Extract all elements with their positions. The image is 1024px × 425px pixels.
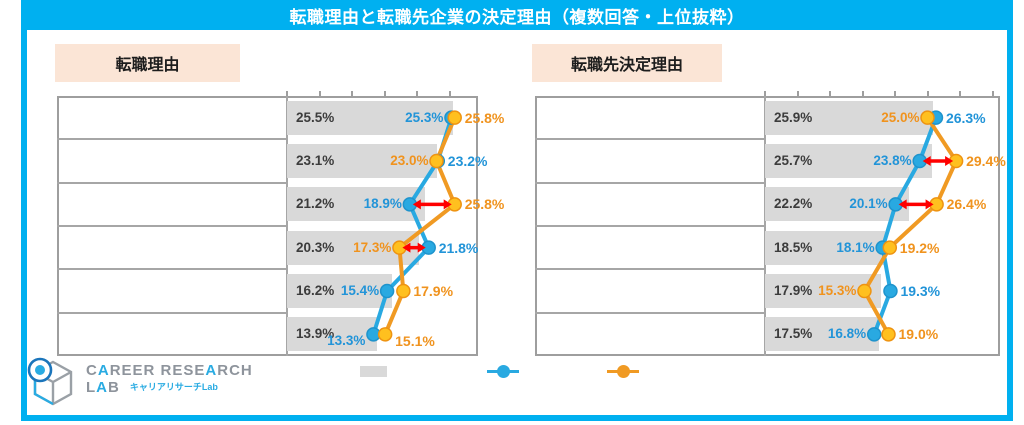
row-grid-line: [535, 181, 765, 184]
row-grid-line: [57, 311, 287, 314]
axis-tick: [351, 91, 353, 96]
blue-value-label: 19.3%: [900, 283, 941, 299]
axis-tick: [991, 91, 994, 96]
overall-value-label: 22.2%: [774, 196, 813, 212]
overall-value-label: 17.9%: [774, 283, 813, 298]
overall-value-label: 17.5%: [774, 326, 813, 342]
row-grid-line: [535, 268, 765, 271]
logo-line2: LAB: [86, 379, 120, 396]
right-panel-title: 転職先決定理由: [570, 57, 683, 74]
overall-bar: [287, 317, 378, 352]
overall-value-label: 21.2%: [296, 196, 335, 212]
overall-value-label: 25.9%: [774, 109, 813, 125]
orange-value-label: 29.4%: [966, 153, 1006, 169]
left-panel-title: 転職理由: [115, 57, 180, 74]
logo-line1: CAREER RESEARCH: [86, 362, 253, 379]
axis-tick: [416, 91, 418, 96]
row-grid-line: [57, 181, 287, 184]
overall-bar-swatch: [360, 366, 387, 377]
logo-wordmark: CAREER RESEARCH LAB キャリアリサーチLab: [86, 362, 253, 397]
logo-subtitle: キャリアリサーチLab: [129, 382, 218, 392]
blue-value-label: 20.1%: [849, 196, 888, 212]
row-grid-line: [57, 225, 287, 227]
orange-value-label: 25.8%: [464, 109, 505, 126]
axis-tick: [861, 91, 864, 96]
cube-pin-logo-icon: [27, 357, 73, 406]
orange-value-label: 17.9%: [413, 283, 454, 299]
blue-value-label: 25.3%: [405, 109, 444, 125]
blue-series-swatch-dot: [497, 365, 510, 378]
overall-value-label: 13.9%: [296, 326, 335, 342]
title-bar: 転職理由と転職先企業の決定理由（複数回答・上位抜粋）: [21, 0, 1013, 30]
axis-tick: [894, 91, 896, 96]
blue-value-label: 23.2%: [447, 153, 488, 169]
right-panel-header: 転職先決定理由: [532, 44, 722, 82]
axis-tick: [318, 91, 321, 96]
overall-value-label: 20.3%: [296, 239, 335, 255]
orange-marker: [882, 240, 898, 255]
blue-marker: [421, 240, 436, 255]
orange-marker: [377, 327, 393, 342]
row-grid-line: [57, 268, 287, 271]
orange-value-label: 26.4%: [946, 196, 987, 213]
page-title: 転職理由と転職先企業の決定理由（複数回答・上位抜粋）: [289, 7, 745, 27]
blue-value-label: 16.8%: [827, 326, 867, 342]
row-grid-line: [535, 311, 765, 314]
orange-value-label: 15.3%: [818, 283, 857, 298]
overall-value-label: 25.7%: [774, 153, 813, 168]
axis-tick: [796, 91, 799, 96]
orange-series-swatch-dot: [617, 365, 630, 378]
orange-marker: [881, 327, 896, 342]
row-grid-line: [57, 138, 287, 141]
overall-value-label: 16.2%: [296, 283, 335, 298]
row-grid-line: [535, 138, 765, 141]
orange-value-label: 19.0%: [898, 326, 939, 343]
axis-tick: [448, 91, 451, 96]
overall-value-label: 25.5%: [296, 109, 335, 125]
blue-marker: [883, 283, 898, 299]
blue-value-label: 26.3%: [945, 109, 986, 126]
blue-value-label: 15.4%: [340, 283, 380, 298]
chart-plot-area-right: 25.9% 25.0% 26.3% 25.7% 23.8% 29.4% 22.2% 20.1%…: [535, 96, 1006, 356]
label-column-divider: [764, 96, 766, 356]
blue-value-label: 23.8%: [873, 153, 912, 168]
orange-value-label: 23.0%: [390, 153, 429, 168]
orange-value-label: 25.8%: [464, 196, 505, 213]
label-column-divider: [286, 96, 288, 356]
axis-tick: [926, 91, 929, 96]
row-grid-line: [535, 225, 765, 227]
orange-marker: [948, 153, 964, 169]
left-panel-header: 転職理由: [55, 44, 240, 82]
career-research-lab-logo: CAREER RESEARCH LAB キャリアリサーチLab: [26, 354, 276, 418]
blue-value-label: 18.1%: [836, 239, 875, 255]
overall-bar: [765, 317, 879, 352]
orange-marker: [447, 197, 462, 212]
orange-marker: [396, 283, 411, 299]
axis-tick: [829, 91, 831, 96]
blue-value-label: 18.9%: [363, 196, 402, 212]
axis-tick: [286, 91, 288, 96]
orange-value-label: 25.0%: [881, 109, 920, 125]
orange-value-label: 15.1%: [395, 333, 435, 350]
blue-value-label: 21.8%: [438, 239, 479, 256]
orange-marker: [929, 197, 944, 212]
orange-value-label: 17.3%: [353, 239, 392, 255]
overall-value-label: 18.5%: [774, 239, 813, 255]
chart-plot-area-left: 25.5% 25.3% 25.8% 23.1% 23.0% 23.2% 21.2% 18.9%…: [57, 96, 504, 356]
axis-tick: [959, 91, 961, 96]
axis-tick: [764, 91, 766, 96]
axis-tick: [383, 91, 386, 96]
overall-value-label: 23.1%: [296, 153, 335, 168]
blue-value-label: 13.3%: [327, 333, 366, 349]
orange-value-label: 19.2%: [899, 239, 940, 256]
